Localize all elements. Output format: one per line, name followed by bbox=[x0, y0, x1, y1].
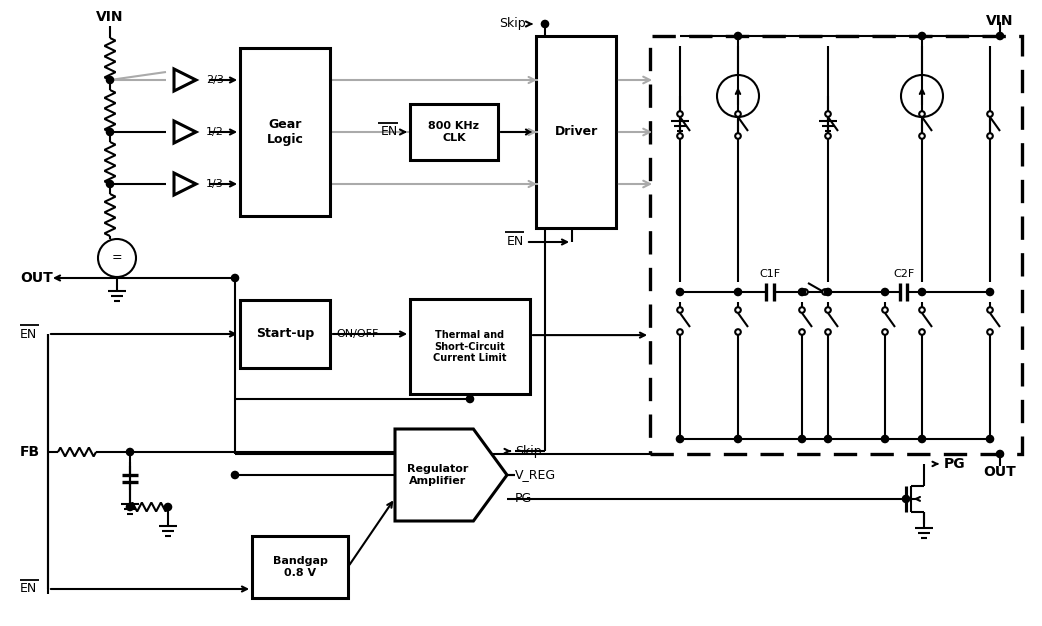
Circle shape bbox=[677, 329, 683, 335]
Text: PG: PG bbox=[944, 457, 966, 471]
Circle shape bbox=[802, 289, 808, 295]
Circle shape bbox=[231, 274, 239, 282]
Circle shape bbox=[996, 450, 1003, 458]
Circle shape bbox=[106, 76, 114, 84]
Text: Bandgap
0.8 V: Bandgap 0.8 V bbox=[273, 556, 327, 578]
Bar bbox=[240, 48, 330, 216]
Circle shape bbox=[987, 307, 993, 313]
Circle shape bbox=[919, 307, 925, 313]
Circle shape bbox=[987, 436, 994, 443]
Text: ON/OFF: ON/OFF bbox=[336, 329, 378, 339]
Bar bbox=[650, 36, 1022, 454]
Text: V_REG: V_REG bbox=[515, 468, 556, 481]
Circle shape bbox=[919, 329, 925, 335]
Circle shape bbox=[996, 33, 1003, 39]
Text: =: = bbox=[111, 252, 122, 265]
Circle shape bbox=[825, 307, 830, 313]
Circle shape bbox=[825, 133, 830, 139]
Circle shape bbox=[919, 111, 925, 117]
Text: VIN: VIN bbox=[96, 10, 124, 24]
Circle shape bbox=[918, 33, 925, 39]
Circle shape bbox=[735, 289, 742, 295]
Circle shape bbox=[677, 307, 683, 313]
Circle shape bbox=[677, 133, 683, 139]
Text: Start-up: Start-up bbox=[256, 327, 314, 341]
Circle shape bbox=[919, 133, 925, 139]
Polygon shape bbox=[174, 69, 196, 91]
Text: OUT: OUT bbox=[20, 271, 53, 285]
Text: Skip: Skip bbox=[515, 444, 542, 458]
Circle shape bbox=[799, 307, 804, 313]
Text: Skip: Skip bbox=[499, 18, 526, 31]
Circle shape bbox=[987, 133, 993, 139]
Circle shape bbox=[799, 329, 804, 335]
Bar bbox=[410, 299, 530, 394]
Circle shape bbox=[736, 111, 741, 117]
Circle shape bbox=[736, 307, 741, 313]
Text: OUT: OUT bbox=[984, 465, 1016, 479]
Circle shape bbox=[883, 329, 888, 335]
Circle shape bbox=[165, 503, 172, 511]
Circle shape bbox=[736, 133, 741, 139]
Circle shape bbox=[902, 495, 910, 503]
Polygon shape bbox=[174, 173, 196, 195]
Circle shape bbox=[918, 289, 925, 295]
Polygon shape bbox=[174, 121, 196, 143]
Circle shape bbox=[798, 436, 805, 443]
Circle shape bbox=[736, 329, 741, 335]
Circle shape bbox=[735, 33, 742, 39]
Bar bbox=[410, 104, 498, 160]
Circle shape bbox=[106, 180, 114, 188]
Circle shape bbox=[677, 111, 683, 117]
Text: 1/3: 1/3 bbox=[206, 179, 224, 189]
Circle shape bbox=[467, 396, 474, 403]
Bar bbox=[536, 36, 616, 228]
Text: Regulator
Amplifier: Regulator Amplifier bbox=[406, 464, 468, 486]
Circle shape bbox=[987, 111, 993, 117]
Circle shape bbox=[231, 471, 239, 479]
Circle shape bbox=[798, 289, 805, 295]
Text: EN: EN bbox=[380, 125, 398, 138]
Text: PG: PG bbox=[515, 493, 532, 505]
Text: 800 KHz
CLK: 800 KHz CLK bbox=[428, 121, 479, 143]
Text: EN: EN bbox=[20, 327, 38, 341]
Circle shape bbox=[987, 289, 994, 295]
Text: C2F: C2F bbox=[893, 269, 914, 279]
Circle shape bbox=[825, 111, 830, 117]
Circle shape bbox=[676, 289, 684, 295]
Circle shape bbox=[825, 329, 830, 335]
Text: Driver: Driver bbox=[554, 125, 598, 138]
Circle shape bbox=[735, 436, 742, 443]
Text: EN: EN bbox=[20, 583, 38, 595]
Circle shape bbox=[106, 128, 114, 136]
Bar bbox=[252, 536, 348, 598]
Circle shape bbox=[542, 21, 548, 28]
Circle shape bbox=[822, 289, 827, 295]
Circle shape bbox=[824, 289, 832, 295]
Text: VIN: VIN bbox=[986, 14, 1014, 28]
Circle shape bbox=[824, 436, 832, 443]
Text: EN: EN bbox=[506, 235, 524, 249]
Circle shape bbox=[126, 503, 133, 511]
Circle shape bbox=[883, 307, 888, 313]
Circle shape bbox=[676, 436, 684, 443]
Circle shape bbox=[126, 448, 133, 456]
Text: FB: FB bbox=[20, 445, 41, 459]
Circle shape bbox=[882, 436, 889, 443]
Bar bbox=[240, 300, 330, 368]
Text: 2/3: 2/3 bbox=[206, 75, 224, 85]
Text: Gear
Logic: Gear Logic bbox=[267, 118, 303, 146]
Text: 1/2: 1/2 bbox=[206, 127, 224, 137]
Circle shape bbox=[987, 329, 993, 335]
Text: Thermal and
Short-Circuit
Current Limit: Thermal and Short-Circuit Current Limit bbox=[433, 330, 506, 363]
Polygon shape bbox=[395, 429, 507, 521]
Text: C1F: C1F bbox=[760, 269, 780, 279]
Circle shape bbox=[882, 289, 889, 295]
Circle shape bbox=[918, 436, 925, 443]
